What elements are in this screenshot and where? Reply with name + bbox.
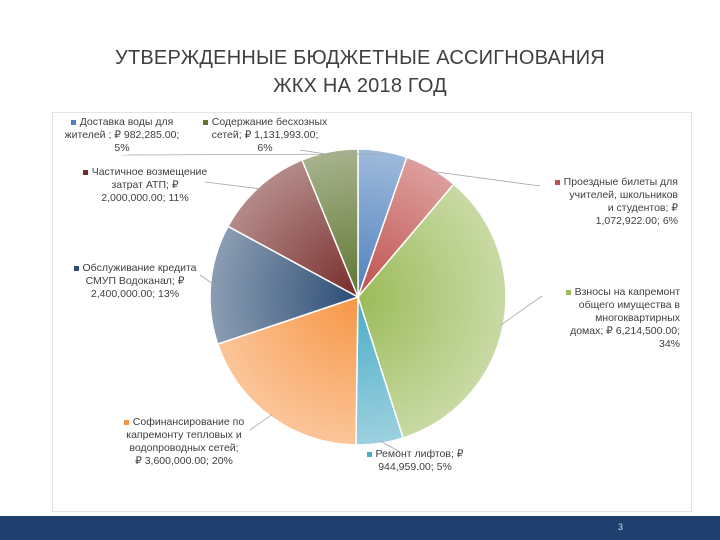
legend-swatch-7 [82, 169, 88, 175]
legend-swatch-6 [73, 265, 79, 271]
slice-label-3: Взносы на капремонт общего имущества в м… [540, 286, 680, 351]
slice-label-text-3: Взносы на капремонт общего имущества в м… [570, 286, 680, 350]
title-line-1: УТВЕРЖДЕННЫЕ БЮДЖЕТНЫЕ АССИГНОВАНИЯ [115, 47, 605, 69]
leader-line-3 [499, 295, 543, 326]
legend-swatch-3 [565, 289, 571, 295]
leader-line-2 [430, 170, 541, 187]
slice-label-8: Содержание бесхозных сетей; ₽ 1,131,993.… [190, 116, 340, 155]
slice-label-2: Проездные билеты для учителей, школьнико… [538, 176, 678, 228]
legend-swatch-5 [123, 419, 129, 425]
slice-label-text-7: Частичное возмещение затрат АТП; ₽ 2,000… [91, 166, 208, 204]
leader-line-6 [199, 274, 214, 285]
chart-title: УТВЕРЖДЕННЫЕ БЮДЖЕТНЫЕ АССИГНОВАНИЯ ЖКХ … [60, 44, 660, 100]
leader-line-1 [121, 153, 383, 156]
slice-label-4: Ремонт лифтов; ₽ 944,959.00; 5% [350, 448, 480, 474]
legend-swatch-8 [202, 119, 208, 125]
slice-label-5: Софинансирование по капремонту тепловых … [104, 416, 264, 468]
chart-area [52, 112, 692, 512]
pie-slice-7 [226, 159, 360, 299]
slice-label-text-6: Обслуживание кредита СМУП Водоканал; ₽ 2… [82, 262, 197, 300]
footer-bar [0, 516, 720, 540]
slice-label-text-5: Софинансирование по капремонту тепловых … [126, 416, 245, 467]
page-number: 3 [618, 522, 624, 532]
pie-slice-3 [357, 183, 507, 439]
slice-label-text-2: Проездные билеты для учителей, школьнико… [563, 176, 678, 227]
legend-swatch-2 [554, 179, 560, 185]
slice-label-text-8: Содержание бесхозных сетей; ₽ 1,131,993.… [211, 116, 328, 154]
legend-swatch-4 [366, 451, 372, 457]
slice-label-1: Доставка воды для жителей ; ₽ 982,285.00… [52, 116, 192, 155]
pie-slice-8 [301, 148, 359, 298]
slice-label-text-1: Доставка воды для жителей ; ₽ 982,285.00… [64, 116, 180, 154]
slice-label-text-4: Ремонт лифтов; ₽ 944,959.00; 5% [375, 448, 464, 473]
leader-line-4 [379, 440, 401, 453]
leader-line-8 [299, 149, 331, 156]
slice-label-7: Частичное возмещение затрат АТП; ₽ 2,000… [70, 166, 220, 205]
legend-swatch-1 [70, 119, 76, 125]
leader-line-5 [249, 413, 273, 431]
leader-line-7 [204, 181, 262, 190]
title-line-2: ЖКХ НА 2018 ГОД [273, 75, 447, 97]
slice-label-6: Обслуживание кредита СМУП Водоканал; ₽ 2… [60, 262, 210, 301]
pie-slice-6 [209, 225, 360, 346]
pie-slice-5 [216, 295, 359, 446]
